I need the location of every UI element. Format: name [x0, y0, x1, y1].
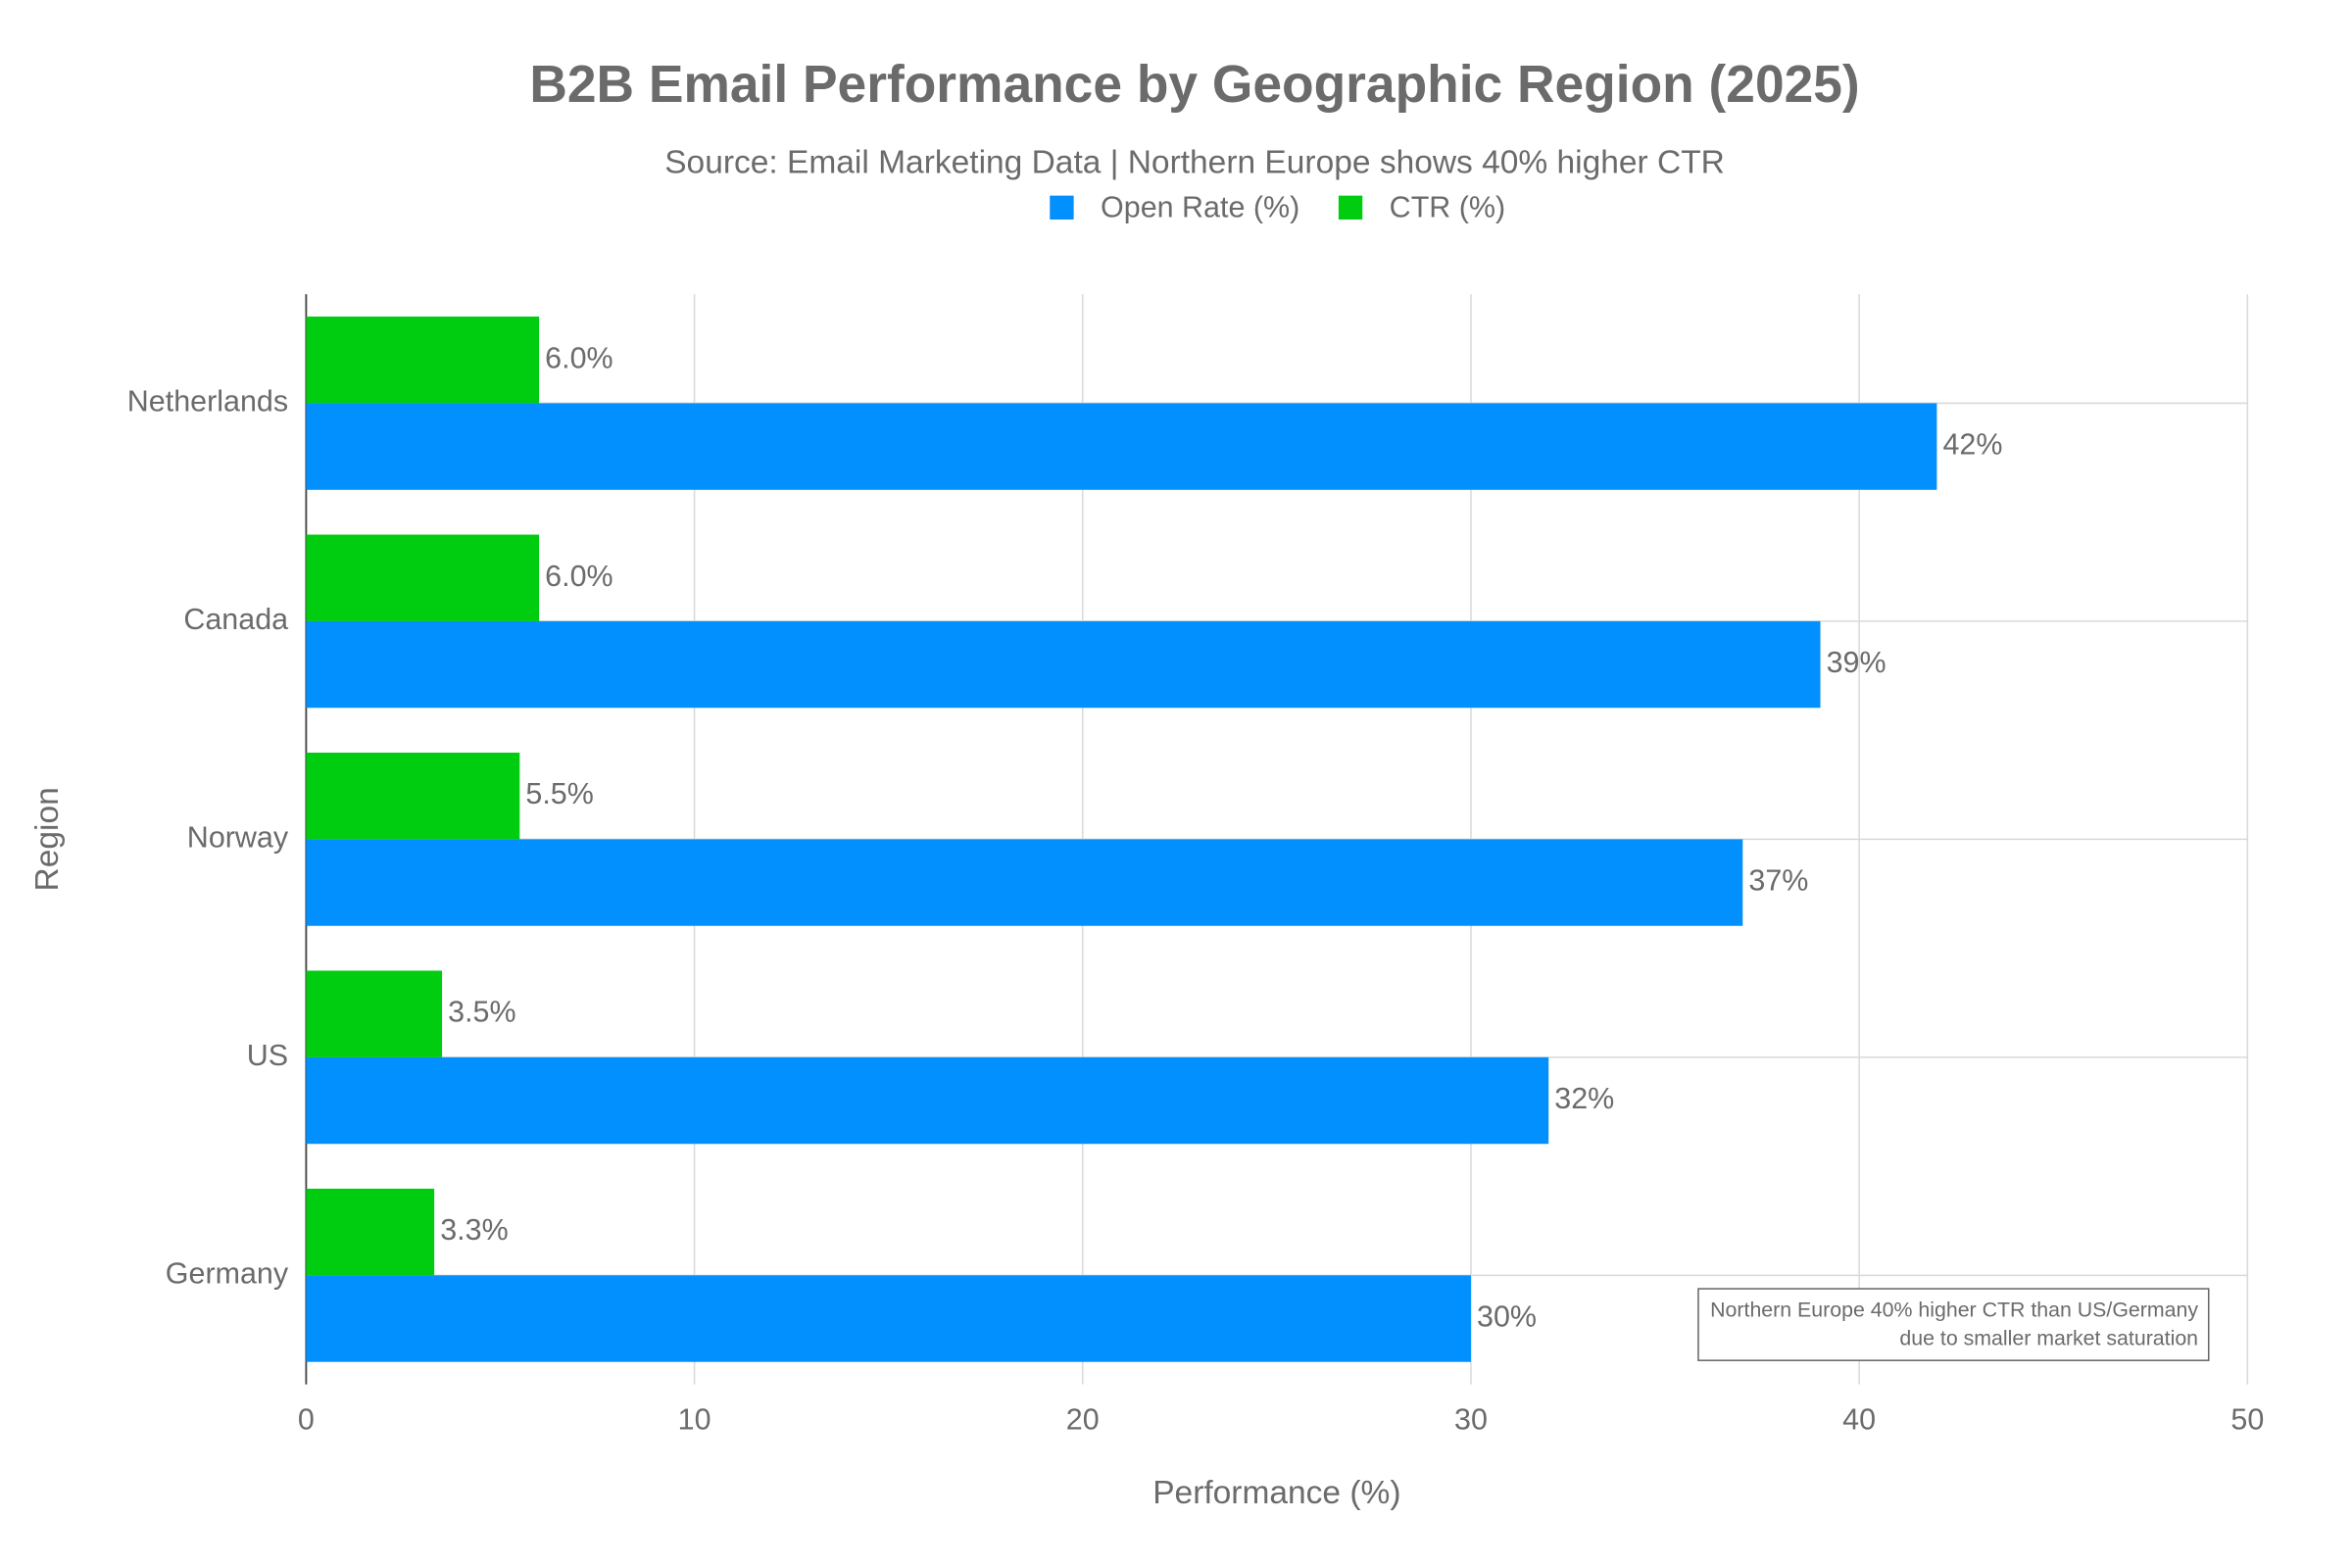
legend-label: CTR (%)	[1390, 190, 1505, 223]
bar	[306, 753, 520, 840]
x-tick-label: 20	[1066, 1403, 1100, 1437]
data-label: 3.5%	[448, 996, 515, 1029]
y-tick-label: US	[247, 1039, 288, 1072]
data-label: 6.0%	[545, 560, 612, 593]
annotation-box	[1697, 1288, 2210, 1361]
y-tick-label: Canada	[183, 603, 288, 636]
data-label: 3.3%	[440, 1213, 508, 1247]
data-label: 39%	[1827, 646, 1886, 679]
y-tick-label: Norway	[187, 820, 289, 854]
data-label: 42%	[1942, 428, 2002, 462]
x-tick-label: 40	[1842, 1403, 1876, 1437]
data-label: 37%	[1748, 864, 1808, 898]
data-label: 5.5%	[525, 777, 593, 810]
bar	[306, 839, 1743, 926]
data-label: 30%	[1477, 1300, 1537, 1334]
y-tick-label: Netherlands	[127, 384, 288, 417]
x-tick-label: 0	[298, 1403, 315, 1437]
x-axis-title: Performance (%)	[1152, 1475, 1400, 1511]
data-label: 32%	[1554, 1082, 1614, 1115]
bar	[306, 1188, 435, 1276]
x-tick-label: 10	[678, 1403, 711, 1437]
bar	[306, 317, 540, 404]
y-tick-label: Germany	[166, 1256, 289, 1290]
chart-subtitle: Source: Email Marketing Data | Northern …	[664, 144, 1725, 180]
legend-label: Open Rate (%)	[1101, 190, 1299, 223]
chart-title: B2B Email Performance by Geographic Regi…	[529, 56, 1859, 114]
legend-swatch	[1050, 195, 1074, 220]
bar	[306, 970, 443, 1057]
x-tick-label: 30	[1454, 1403, 1488, 1437]
bar	[306, 620, 1821, 709]
data-label: 6.0%	[545, 341, 612, 374]
annotation-text: Northern Europe 40% higher CTR than US/G…	[1710, 1298, 2198, 1322]
bar	[306, 1056, 1549, 1145]
legend-swatch	[1338, 195, 1363, 220]
annotation-text: due to smaller market saturation	[1899, 1326, 2198, 1349]
annotation: Northern Europe 40% higher CTR than US/G…	[1697, 1288, 2210, 1361]
y-axis-title: Region	[29, 787, 66, 891]
bar	[306, 1275, 1471, 1362]
bar	[306, 534, 540, 621]
x-tick-label: 50	[2230, 1403, 2264, 1437]
bar	[306, 403, 1937, 490]
